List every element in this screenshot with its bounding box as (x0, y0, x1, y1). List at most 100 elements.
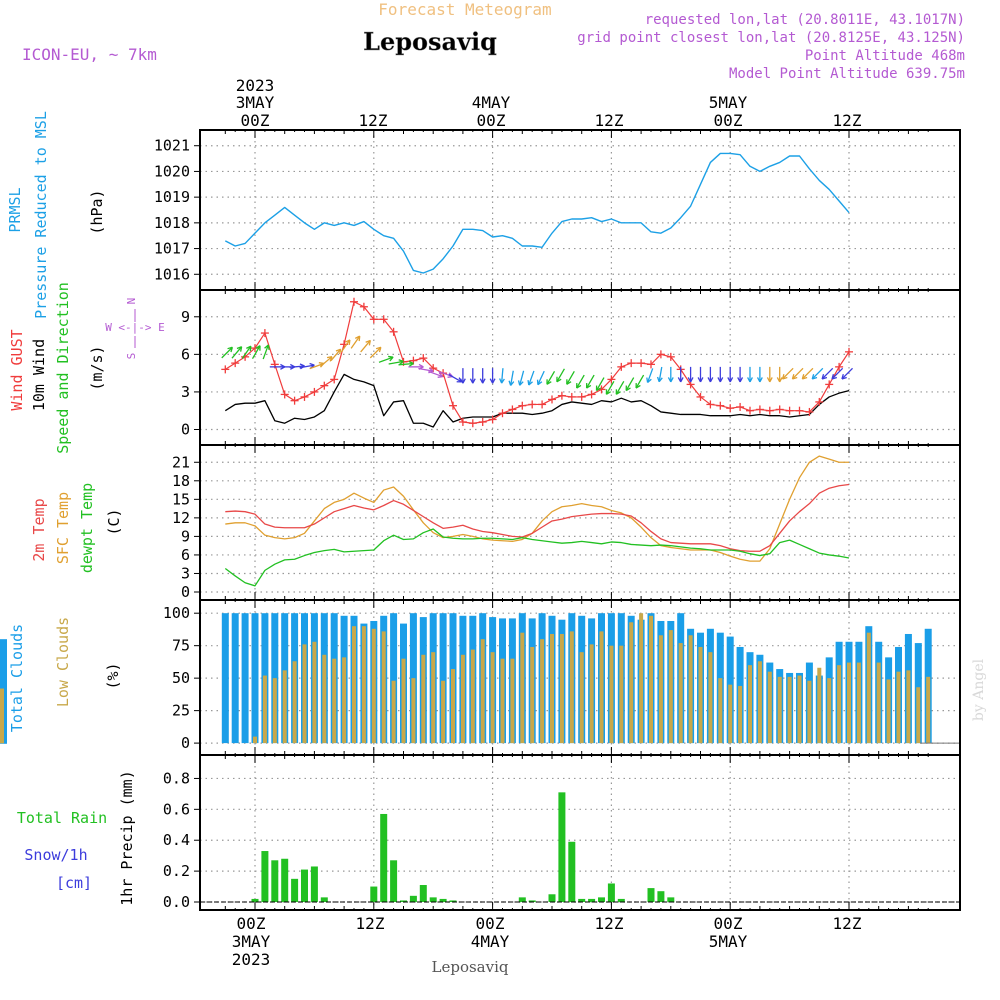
low-clouds-bar (391, 680, 396, 744)
wind-direction-arrow (448, 373, 463, 383)
wind-direction-arrow (479, 368, 486, 384)
wind-direction-arrow (677, 366, 684, 383)
y-tick-label: 75 (172, 637, 190, 655)
y-tick-label: 18 (172, 472, 190, 490)
low-clouds-bar (421, 654, 426, 744)
y-tick-label: 1019 (154, 188, 190, 206)
rain-bar (568, 841, 576, 902)
wind-direction-arrow (241, 345, 252, 359)
rain-bar (400, 900, 407, 902)
rain-bar (419, 885, 427, 902)
gust-marker (815, 397, 824, 406)
wind-direction-arrow (508, 370, 515, 386)
svg-text:12Z: 12Z (359, 111, 388, 130)
bottom-label-5: 12Z (833, 914, 862, 933)
low-clouds-bar (530, 646, 535, 744)
pressure-label-2: Pressure Reduced to MSL (32, 111, 50, 319)
y-tick-label: 100 (163, 604, 190, 622)
low-clouds-bar (658, 635, 663, 744)
y-tick-label: 0.2 (163, 862, 190, 880)
low-clouds-bar (441, 680, 446, 744)
temp-panel-labels: 2m Temp SFC Temp dewpt Temp (C) (30, 483, 123, 573)
footer-location: Leposaviq (432, 958, 509, 976)
wind-direction-arrow (831, 367, 844, 380)
gust-marker (478, 417, 487, 426)
bottom-label-1: 12Z (356, 914, 385, 933)
total-clouds-bar (439, 613, 447, 744)
temp-2m-line (225, 483, 850, 552)
gust-marker (617, 362, 626, 371)
low-clouds-bar (361, 626, 366, 744)
rain-bar (380, 813, 388, 902)
compass-south-icon: S (125, 353, 138, 360)
sfc-temp-line (225, 455, 849, 562)
gust-marker (231, 359, 240, 368)
grid-point-coordinates: grid point closest lon,lat (20.8125E, 43… (577, 30, 965, 46)
panel-frame (199, 444, 961, 601)
wind-direction-arrow (378, 355, 394, 363)
gust-marker (666, 352, 675, 361)
wind-direction-arrow (546, 370, 556, 385)
gust-marker (567, 392, 576, 401)
low-clouds-bar (262, 675, 267, 744)
wind-direction-arrow (556, 368, 565, 383)
low-clouds-bar (688, 635, 693, 744)
y-tick-label: 1018 (154, 214, 190, 232)
gust-marker (330, 375, 339, 384)
wind-direction-arrow (605, 381, 615, 395)
wind-gust-label: Wind GUST (8, 329, 26, 410)
total-clouds-bar (251, 613, 259, 744)
wind-direction-arrow (766, 366, 773, 383)
wind-panel-labels: Wind GUST 10m Wind Speed and Direction (… (8, 282, 165, 454)
low-clouds-bar (827, 678, 832, 744)
wind-unit: (m/s) (88, 345, 106, 390)
gust-marker (300, 392, 309, 401)
temp-sfc-label: SFC Temp (54, 492, 72, 564)
rain-bar (310, 866, 318, 902)
pressure-unit: (hPa) (88, 189, 106, 234)
snow-label: Snow/1h (24, 846, 87, 864)
rain-bar (271, 860, 279, 902)
gust-marker (656, 350, 665, 359)
wind-direction-arrow (576, 374, 585, 389)
point-altitude: Point Altitude 468m (805, 48, 965, 64)
y-tick-label: 9 (181, 308, 190, 326)
gust-marker (736, 402, 745, 411)
wind-direction-arrow (697, 366, 704, 383)
wind-direction-arrow (791, 367, 804, 380)
gust-marker (637, 359, 646, 368)
rain-bar (657, 891, 665, 902)
total-clouds-bar (0, 743, 7, 744)
low-clouds-bar (401, 658, 406, 744)
low-clouds-bar (411, 678, 416, 744)
gust-marker (251, 344, 259, 353)
y-tick-label: 1020 (154, 162, 190, 180)
gust-marker (765, 406, 774, 415)
y-tick-label: 21 (172, 453, 190, 471)
rain-bar (528, 900, 536, 902)
y-tick-label: 0 (181, 420, 190, 438)
svg-text:12Z: 12Z (595, 111, 624, 130)
y-tick-label: 0.4 (163, 831, 190, 849)
low-clouds-bar (876, 662, 881, 744)
rain-bar (409, 895, 417, 902)
wind-direction-arrow (811, 367, 824, 380)
gust-marker (785, 406, 794, 415)
low-clouds-bar (500, 658, 505, 744)
low-clouds-bar (629, 622, 634, 744)
low-clouds-bar (569, 631, 574, 744)
gust-marker (577, 392, 586, 401)
y-tick-label: 12 (172, 509, 190, 527)
low-clouds-bar (451, 669, 455, 744)
gust-marker (419, 354, 428, 363)
low-clouds-bar (510, 658, 515, 744)
low-clouds-bar (579, 652, 584, 744)
gust-marker (508, 405, 517, 414)
wind-direction-arrow (756, 366, 763, 383)
wind-direction-arrow (360, 339, 371, 353)
snow-unit-label: [cm] (56, 874, 92, 892)
